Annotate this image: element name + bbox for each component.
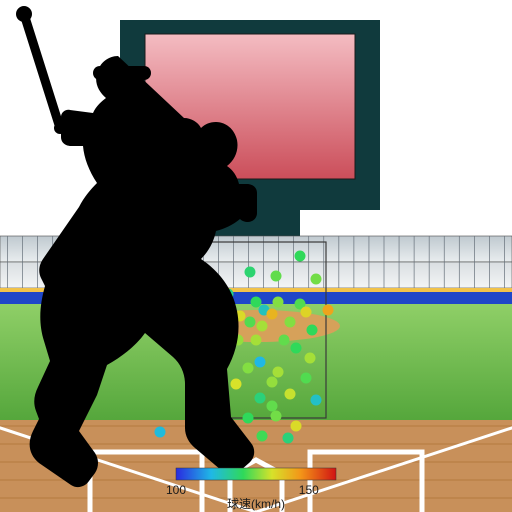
pitch-point <box>155 427 166 438</box>
pitch-point <box>251 297 262 308</box>
pitch-point <box>285 317 296 328</box>
pitch-point <box>311 274 322 285</box>
pitch-point <box>273 367 284 378</box>
pitch-point <box>323 305 334 316</box>
colorbar-label: 球速(km/h) <box>227 497 285 511</box>
pitch-location-chart: 100 150 球速(km/h) <box>0 0 512 512</box>
colorbar-tick: 150 <box>299 483 319 497</box>
pitch-point <box>285 389 296 400</box>
pitch-point <box>251 335 262 346</box>
pitch-point <box>271 271 282 282</box>
pitch-point <box>279 335 290 346</box>
pitch-point <box>311 395 322 406</box>
pitch-point <box>301 307 312 318</box>
colorbar <box>176 468 336 480</box>
pitch-point <box>257 431 268 442</box>
pitch-point <box>273 297 284 308</box>
colorbar-tick: 100 <box>166 483 186 497</box>
pitch-point <box>255 393 266 404</box>
pitch-point <box>291 343 302 354</box>
pitch-point <box>245 317 256 328</box>
pitch-point <box>267 377 278 388</box>
pitch-point <box>267 401 278 412</box>
pitch-point <box>271 411 282 422</box>
pitch-point <box>243 413 254 424</box>
pitch-point <box>231 379 242 390</box>
pitch-point <box>307 325 318 336</box>
pitch-point <box>243 363 254 374</box>
pitch-point <box>245 267 256 278</box>
pitch-point <box>291 421 302 432</box>
pitch-point <box>267 309 278 320</box>
pitch-point <box>305 353 316 364</box>
pitch-point <box>295 251 306 262</box>
pitch-point <box>255 357 266 368</box>
pitch-point <box>257 321 268 332</box>
pitch-point <box>283 433 294 444</box>
chart-svg: 100 150 球速(km/h) <box>0 0 512 512</box>
pitch-point <box>301 373 312 384</box>
